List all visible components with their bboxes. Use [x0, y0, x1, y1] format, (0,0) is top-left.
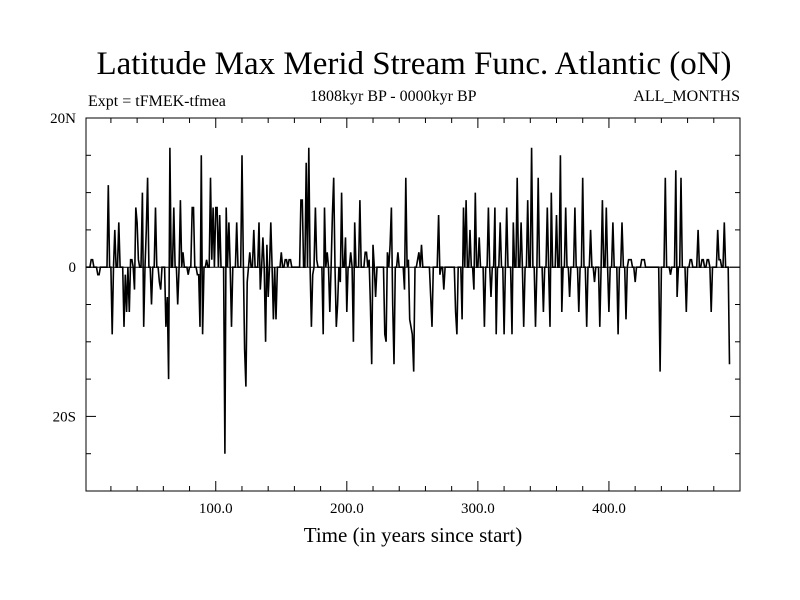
chart-title: Latitude Max Merid Stream Func. Atlantic… — [96, 46, 732, 82]
months-label: ALL_MONTHS — [633, 88, 740, 105]
x-tick-label: 400.0 — [592, 501, 626, 517]
experiment-label: Expt = tFMEK-tfmea — [88, 93, 226, 110]
y-tick-label: 0 — [69, 260, 77, 276]
plot-frame — [85, 117, 741, 492]
x-tick-label: 300.0 — [461, 501, 495, 517]
y-tick-label: 20S — [53, 409, 76, 425]
series-line — [86, 147, 731, 454]
axis-ticks — [86, 118, 740, 491]
x-tick-label: 100.0 — [199, 501, 233, 517]
y-tick-label: 20N — [50, 111, 76, 127]
x-tick-label: 200.0 — [330, 501, 364, 517]
period-label: 1808kyr BP - 0000kyr BP — [310, 88, 477, 105]
x-axis-label: Time (in years since start) — [304, 523, 523, 547]
tick-labels: 100.0 200.0 300.0 400.0 20N 0 20S — [50, 111, 626, 517]
